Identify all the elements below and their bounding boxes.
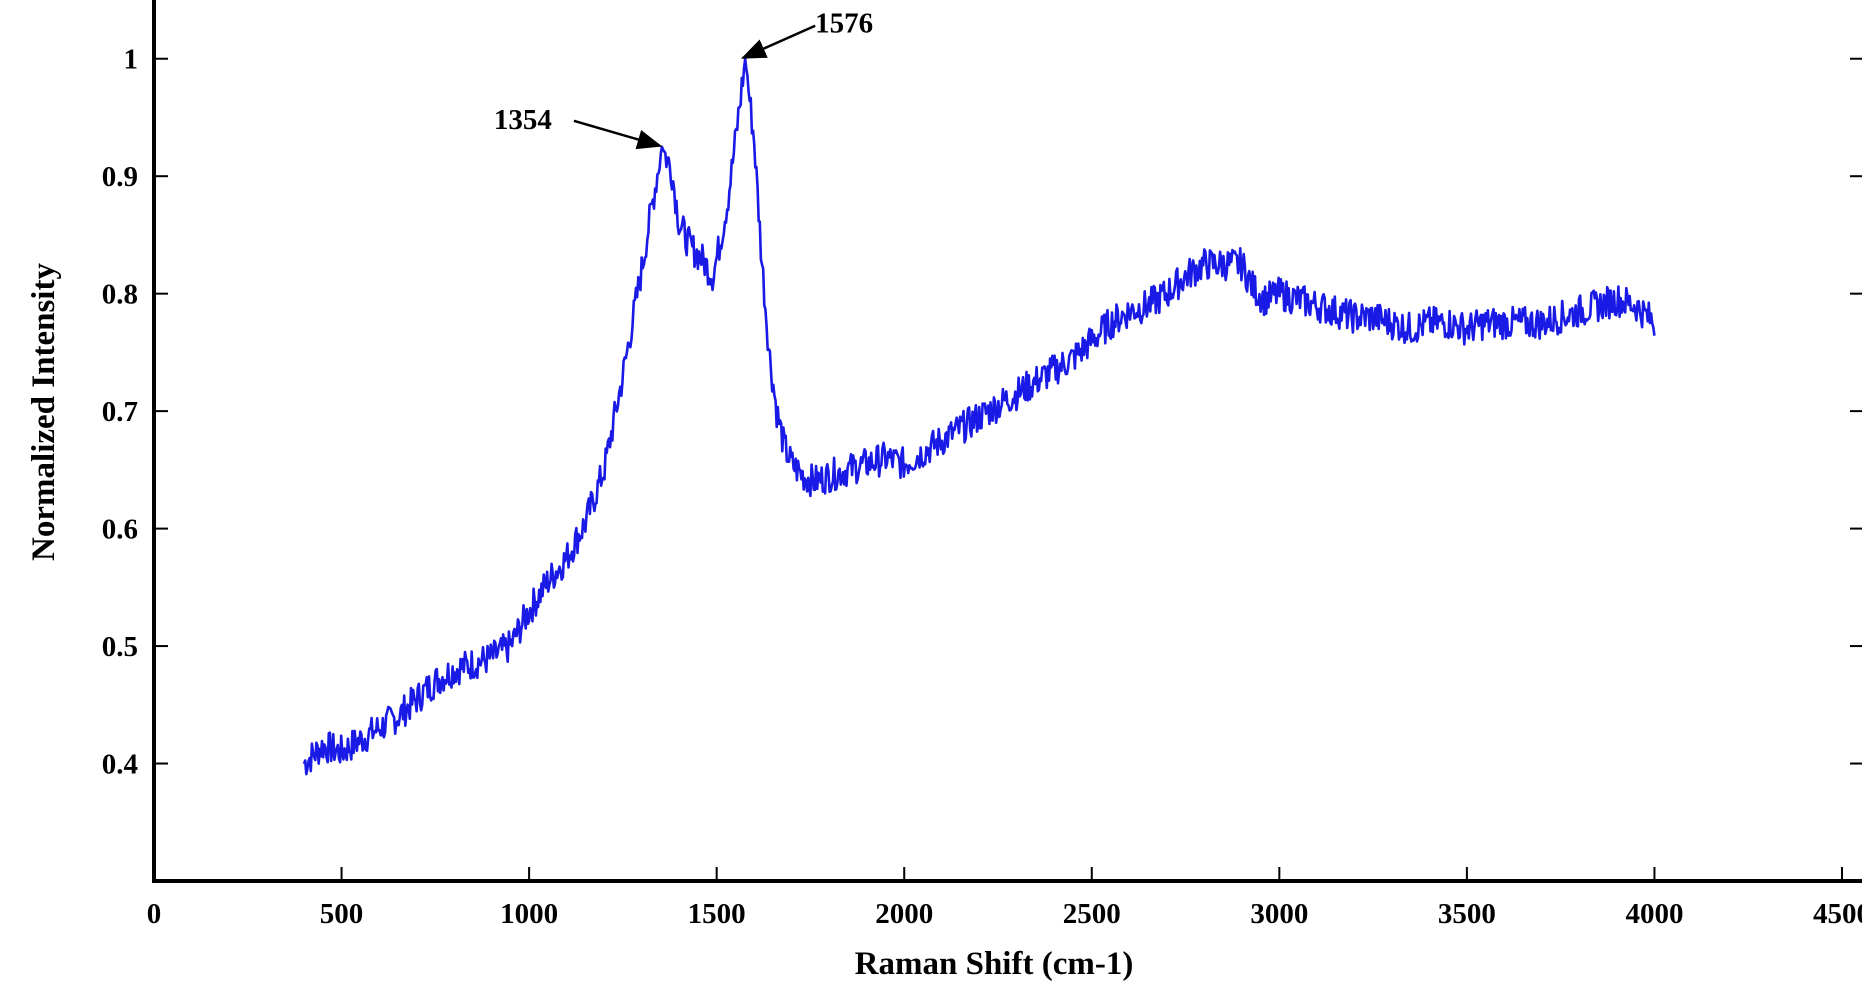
y-tick-label: 0.5: [102, 631, 138, 663]
y-tick-label: 0.8: [102, 279, 138, 311]
y-tick-label: 0.6: [102, 514, 138, 546]
spectrum-line: [302, 57, 1656, 776]
plot-frame: [152, 0, 1862, 883]
annotation-arrow: [573, 119, 663, 150]
x-tick-label: 4000: [1625, 898, 1683, 930]
x-tick-label: 1500: [688, 898, 746, 930]
y-tick-label: 0.9: [102, 161, 138, 193]
peak-annotation-label: 1576: [815, 8, 873, 40]
annotations-layer: 1354 1576: [494, 8, 873, 150]
y-tick-label: 1: [124, 44, 139, 76]
y-axis-label: Normalized Intensity: [26, 263, 62, 561]
y-tick-label: 0.7: [102, 396, 138, 428]
y-axis-ticks: 0.4 0.5 0.6 0.7 0.8 0.9 1: [102, 44, 1862, 781]
x-axis-label: Raman Shift (cm-1): [855, 946, 1134, 982]
x-tick-label: 0: [147, 898, 162, 930]
peak-annotation-label: 1354: [494, 104, 552, 136]
x-tick-label: 1000: [500, 898, 558, 930]
x-tick-label: 3500: [1438, 898, 1496, 930]
y-tick-label: 0.4: [102, 749, 138, 781]
x-tick-label: 500: [320, 898, 364, 930]
annotation-arrow: [740, 24, 816, 59]
series-layer: [302, 57, 1656, 776]
x-tick-label: 2500: [1063, 898, 1121, 930]
x-tick-label: 2000: [875, 898, 933, 930]
x-tick-label: 3000: [1250, 898, 1308, 930]
